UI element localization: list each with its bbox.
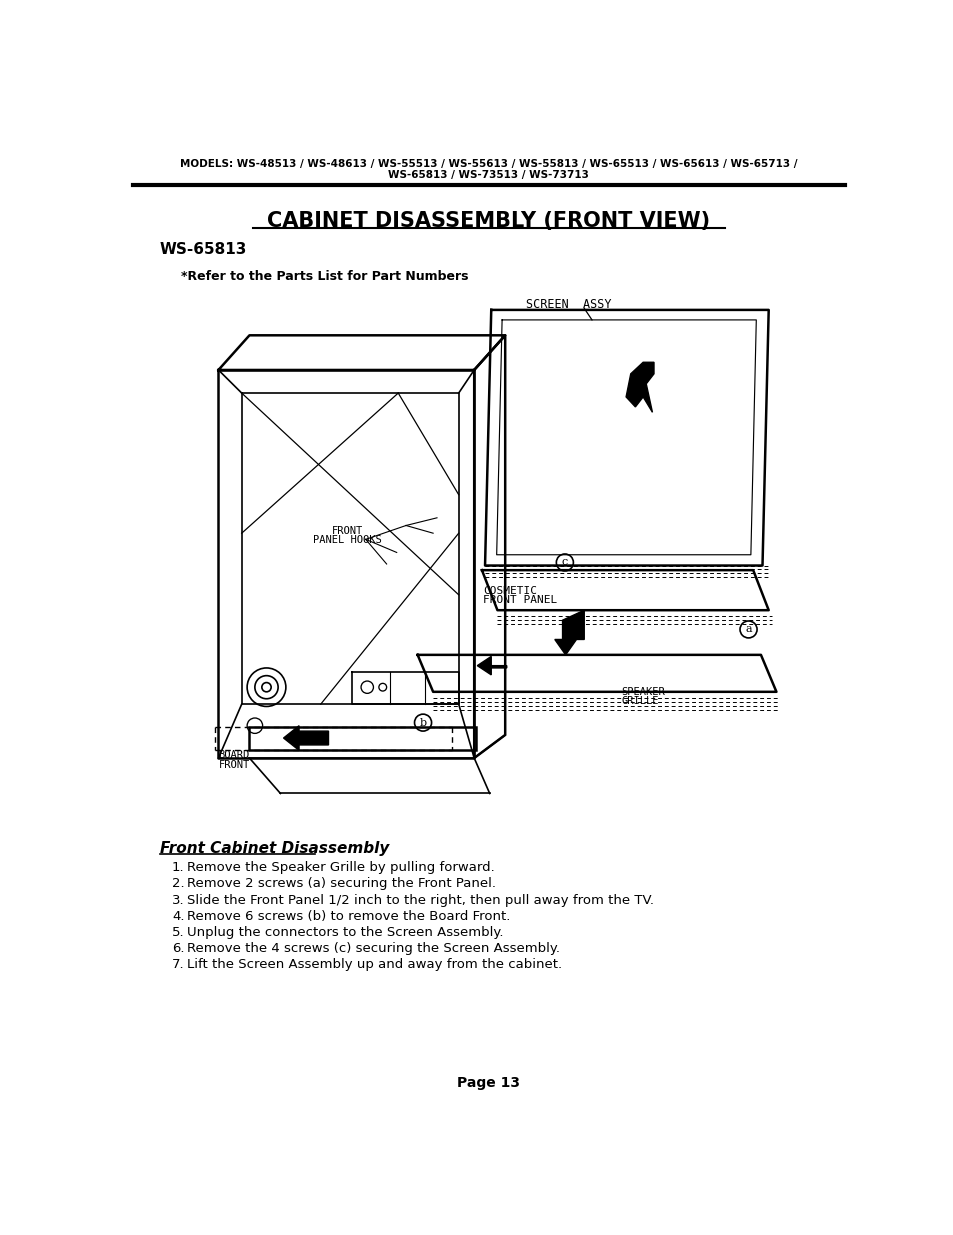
Text: c: c [561,557,567,567]
Text: Remove 2 screws (a) securing the Front Panel.: Remove 2 screws (a) securing the Front P… [187,877,496,890]
Text: WS-65813 / WS-73513 / WS-73713: WS-65813 / WS-73513 / WS-73713 [388,169,589,180]
Text: Remove the 4 screws (c) securing the Screen Assembly.: Remove the 4 screws (c) securing the Scr… [187,942,559,955]
Text: Unplug the connectors to the Screen Assembly.: Unplug the connectors to the Screen Asse… [187,926,503,939]
Text: FRONT: FRONT [218,760,250,769]
Text: 5.: 5. [172,926,184,939]
Text: SPEAKER: SPEAKER [620,687,664,698]
Bar [249,727,476,751]
Text: WS-65813: WS-65813 [159,242,247,257]
Text: Lift the Screen Assembly up and away from the cabinet.: Lift the Screen Assembly up and away fro… [187,958,562,971]
Polygon shape [283,726,328,751]
Text: PANEL HOOKS: PANEL HOOKS [314,535,382,545]
Text: FRONT: FRONT [332,526,363,536]
Text: Remove 6 screws (b) to remove the Board Front.: Remove 6 screws (b) to remove the Board … [187,910,510,923]
Text: 7.: 7. [172,958,184,971]
Text: COSMETIC: COSMETIC [483,585,537,595]
Text: Slide the Front Panel 1/2 inch to the right, then pull away from the TV.: Slide the Front Panel 1/2 inch to the ri… [187,894,654,906]
Text: FRONT PANEL: FRONT PANEL [483,595,558,605]
Text: 1.: 1. [172,861,184,874]
Polygon shape [555,610,583,655]
Text: a: a [744,625,751,635]
Text: 4.: 4. [172,910,184,923]
Text: BOARD: BOARD [218,751,250,761]
Text: Remove the Speaker Grille by pulling forward.: Remove the Speaker Grille by pulling for… [187,861,495,874]
Text: Front Cabinet Disassembly: Front Cabinet Disassembly [159,841,389,856]
Polygon shape [625,362,654,412]
Text: GRILLE: GRILLE [620,697,659,706]
Text: MODELS: WS-48513 / WS-48613 / WS-55513 / WS-55613 / WS-55813 / WS-65513 / WS-656: MODELS: WS-48513 / WS-48613 / WS-55513 /… [180,159,797,169]
Text: b: b [419,718,426,727]
Text: 2.: 2. [172,877,184,890]
Text: Page 13: Page 13 [456,1076,520,1091]
Text: *Refer to the Parts List for Part Numbers: *Refer to the Parts List for Part Number… [181,270,468,283]
Text: SCREEN  ASSY: SCREEN ASSY [525,299,611,311]
Text: 3.: 3. [172,894,184,906]
Polygon shape [476,656,506,674]
Text: 6.: 6. [172,942,184,955]
Text: CABINET DISASSEMBLY (FRONT VIEW): CABINET DISASSEMBLY (FRONT VIEW) [267,211,710,231]
